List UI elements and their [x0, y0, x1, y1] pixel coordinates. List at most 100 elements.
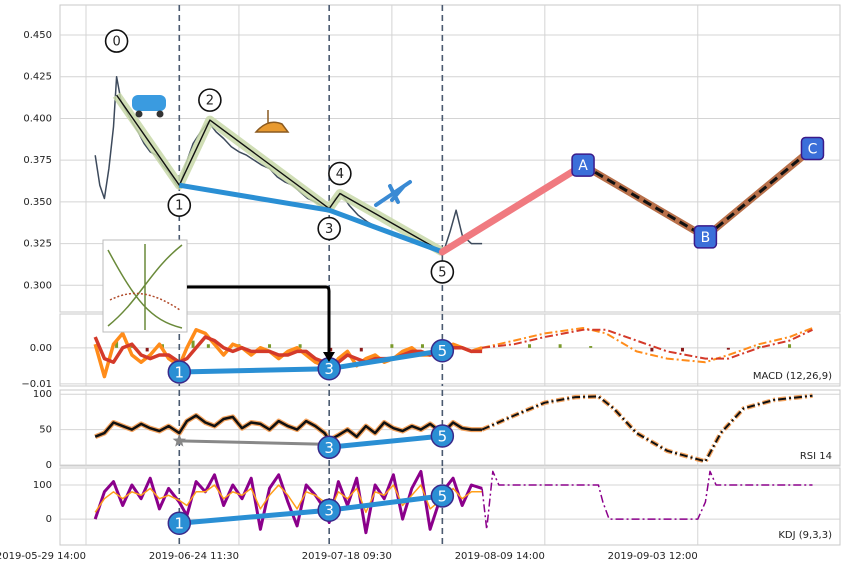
forecast-point-label: A	[578, 158, 588, 174]
y-tick-label: 0	[46, 514, 52, 525]
trend-point	[430, 424, 455, 448]
series-line	[94, 414, 483, 442]
trend-point-label: 1	[175, 515, 185, 533]
forecast-dash	[704, 147, 814, 239]
forecast-point-label: B	[701, 230, 711, 246]
panel-label: KDJ (9,3,3)	[778, 530, 832, 541]
trend-point-label: 3	[324, 502, 334, 520]
trend-point	[317, 435, 341, 460]
histogram-bar	[298, 344, 302, 348]
y-tick-label: 0.00	[30, 343, 52, 354]
histogram-bar	[329, 347, 333, 352]
plane-icon	[374, 180, 412, 207]
histogram-bar	[359, 347, 363, 352]
histogram-bar	[558, 344, 562, 348]
trend-point-label: 1	[175, 363, 185, 381]
trend-point	[430, 338, 455, 363]
decorations	[102, 95, 412, 362]
connector	[187, 285, 331, 356]
series-line	[93, 335, 483, 368]
histogram-bar	[726, 347, 730, 350]
connector-arrow	[323, 352, 335, 362]
series-line	[481, 327, 813, 364]
trend-point-label: 3	[324, 439, 334, 457]
y-tick-label: −0.01	[21, 379, 52, 390]
x-tick-label: 2019-08-09 14:00	[455, 551, 545, 562]
pattern-point-label: 2	[206, 94, 214, 109]
pattern-point	[317, 216, 341, 241]
pattern-point-label: 1	[175, 199, 183, 214]
series-line	[481, 328, 813, 360]
panel-frame	[59, 467, 841, 546]
histogram-bar	[206, 344, 210, 348]
y-tick-label: 0.400	[23, 113, 52, 124]
x-tick-label: 2019-09-03 12:00	[608, 551, 698, 562]
trend-point	[167, 360, 192, 384]
histogram-bar	[420, 344, 424, 348]
series-line	[481, 394, 813, 463]
series-line	[481, 470, 813, 531]
pattern-point-label: 4	[336, 167, 344, 182]
car-wheel	[135, 110, 143, 118]
trend-point-label: 5	[438, 342, 448, 360]
car-icon	[132, 95, 166, 111]
forecast-point	[571, 153, 595, 177]
pattern-point	[430, 260, 455, 284]
histogram-bar	[650, 347, 654, 352]
star-marker	[172, 433, 186, 447]
x-tick-label: 2019-05-29 14:00	[0, 551, 86, 562]
y-tick-label: 0.325	[23, 239, 52, 250]
histogram-bar	[191, 340, 195, 348]
inset-curve	[109, 292, 181, 311]
pattern-point	[198, 88, 222, 112]
pattern-point	[167, 193, 192, 217]
trend-point-label: 3	[324, 360, 334, 378]
trend-point-label: 5	[438, 427, 448, 445]
series-line	[93, 469, 483, 535]
y-tick-label: 0.450	[23, 30, 52, 41]
x-tick-label: 2019-06-24 11:30	[149, 551, 239, 562]
panel: 0 50 100 3 5 RSI 14	[33, 389, 841, 471]
forecast-point	[693, 225, 718, 249]
series-line	[93, 328, 483, 379]
histogram-bar	[589, 346, 593, 348]
panel-label: RSI 14	[800, 451, 832, 462]
pattern-point-label: 5	[438, 265, 446, 280]
y-tick-label: 0.350	[23, 197, 52, 208]
pattern-point	[104, 29, 129, 53]
y-tick-label: 0	[46, 460, 52, 471]
side-line	[179, 439, 330, 446]
panel-frame	[59, 389, 841, 467]
trend-point	[430, 484, 455, 508]
trend-point-label: 5	[438, 487, 448, 505]
y-tick-label: 0.300	[23, 280, 52, 291]
y-tick-label: 100	[33, 389, 52, 400]
histogram-bar	[528, 344, 532, 348]
forecast-segment	[438, 161, 587, 256]
trend-point	[167, 511, 192, 535]
histogram-bar	[115, 340, 119, 348]
y-tick-label: 100	[33, 480, 52, 491]
scooter-icon	[254, 110, 290, 133]
pattern-point-label: 0	[112, 35, 120, 50]
trend-point	[317, 498, 341, 522]
panel: −0.01 0.00 1 3 5 MACD (12,26,9)	[21, 313, 841, 390]
forecast-dash	[582, 163, 707, 239]
panel: 0.300 0.325 0.350 0.375 0.400 0.425 0.450 A B C 0 1…	[23, 4, 841, 313]
car-wheel	[156, 110, 164, 118]
forecast-point-label: C	[808, 141, 818, 157]
forecast-point	[800, 136, 825, 161]
y-tick-label: 0.425	[23, 72, 52, 83]
pattern-point-label: 3	[325, 222, 333, 237]
panel-frame	[59, 313, 841, 387]
histogram-bar	[390, 344, 394, 348]
y-tick-label: 0.375	[23, 155, 52, 166]
histogram-bar	[145, 347, 149, 352]
inset-curve	[107, 244, 183, 330]
panel-frame	[59, 4, 841, 313]
histogram-bar	[268, 344, 272, 348]
x-tick-label: 2019-07-18 09:30	[302, 551, 392, 562]
pattern-point	[328, 161, 352, 186]
histogram-bar	[680, 347, 684, 352]
